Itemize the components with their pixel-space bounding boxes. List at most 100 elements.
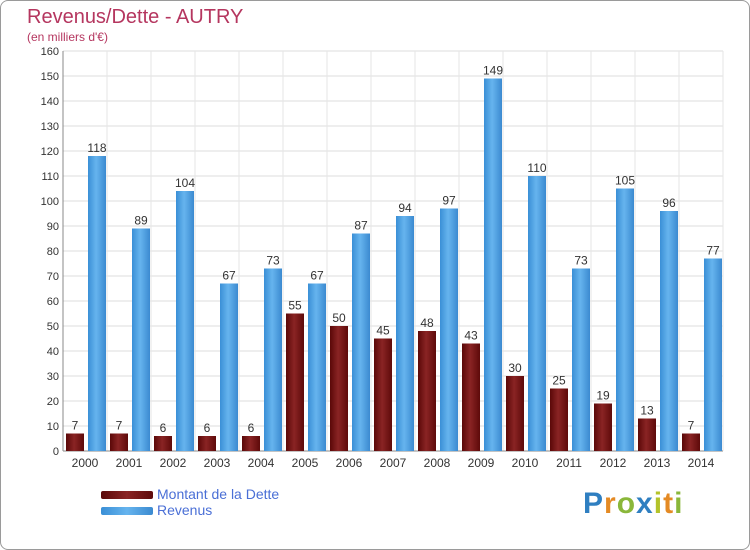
- legend-label-revenue: Revenus: [157, 502, 213, 518]
- data-label-debt: 7: [688, 419, 695, 433]
- data-label-debt: 48: [420, 316, 434, 330]
- y-tick-label: 140: [41, 96, 59, 108]
- logo-letter: o: [616, 487, 637, 520]
- logo-letter: P: [583, 487, 605, 520]
- bar-revenue: [132, 228, 150, 451]
- y-tick-label: 70: [47, 271, 59, 283]
- data-label-debt: 30: [508, 361, 522, 375]
- x-tick-label: 2003: [204, 456, 231, 470]
- data-label-debt: 45: [376, 324, 390, 338]
- y-tick-label: 30: [47, 371, 59, 383]
- data-label-revenue: 118: [87, 141, 106, 155]
- bar-revenue: [88, 156, 106, 451]
- bar-debt: [198, 436, 216, 451]
- x-tick-label: 2007: [380, 456, 407, 470]
- bar-revenue: [220, 283, 238, 451]
- bar-revenue: [572, 268, 590, 451]
- bar-debt: [110, 433, 128, 451]
- y-tick-label: 40: [47, 346, 59, 358]
- legend-label-debt: Montant de la Dette: [157, 486, 280, 502]
- proxiti-logo: Proxiti: [583, 487, 683, 521]
- y-tick-label: 10: [47, 421, 59, 433]
- y-tick-label: 60: [47, 296, 59, 308]
- data-label-debt: 25: [552, 374, 566, 388]
- legend-swatch-revenue: [101, 507, 153, 515]
- data-label-debt: 50: [332, 311, 346, 325]
- data-label-revenue: 67: [222, 269, 236, 283]
- bar-revenue: [352, 233, 370, 451]
- x-tick-label: 2000: [72, 456, 99, 470]
- y-tick-label: 20: [47, 396, 59, 408]
- bar-revenue: [616, 188, 634, 451]
- data-label-revenue: 96: [662, 196, 676, 210]
- bar-debt: [550, 388, 568, 451]
- bar-debt: [154, 436, 172, 451]
- y-tick-label: 130: [41, 121, 59, 133]
- data-label-revenue: 67: [310, 269, 324, 283]
- bar-debt: [506, 376, 524, 451]
- bar-revenue: [308, 283, 326, 451]
- data-label-debt: 55: [288, 299, 302, 313]
- bar-revenue: [440, 208, 458, 451]
- data-label-revenue: 104: [175, 176, 195, 190]
- data-label-debt: 7: [116, 419, 123, 433]
- data-label-revenue: 87: [354, 219, 368, 233]
- y-tick-label: 120: [41, 146, 59, 158]
- data-label-debt: 7: [72, 419, 79, 433]
- y-tick-label: 90: [47, 221, 59, 233]
- data-label-debt: 13: [640, 404, 654, 418]
- data-label-revenue: 97: [442, 194, 456, 208]
- data-label-debt: 6: [204, 421, 211, 435]
- bar-debt: [286, 313, 304, 451]
- data-label-revenue: 110: [527, 161, 546, 175]
- data-label-debt: 6: [248, 421, 255, 435]
- bar-debt: [638, 418, 656, 451]
- bar-debt: [462, 343, 480, 451]
- bar-revenue: [176, 191, 194, 451]
- logo-letter: i: [674, 487, 684, 520]
- x-tick-label: 2012: [600, 456, 627, 470]
- y-tick-label: 50: [47, 321, 59, 333]
- data-label-revenue: 105: [615, 174, 635, 188]
- data-label-debt: 6: [160, 421, 167, 435]
- bar-debt: [418, 331, 436, 451]
- x-tick-label: 2014: [688, 456, 715, 470]
- legend-swatch-debt: [101, 491, 153, 499]
- y-tick-label: 160: [41, 46, 59, 58]
- bar-revenue: [528, 176, 546, 451]
- bar-revenue: [704, 258, 722, 451]
- logo-letter: r: [604, 487, 617, 520]
- x-tick-label: 2006: [336, 456, 363, 470]
- logo-letter: x: [636, 487, 654, 520]
- logo-letter: t: [663, 487, 675, 520]
- x-tick-label: 2005: [292, 456, 319, 470]
- bar-debt: [242, 436, 260, 451]
- x-tick-label: 2004: [248, 456, 275, 470]
- data-label-revenue: 94: [398, 201, 412, 215]
- logo-letter: i: [653, 487, 664, 520]
- bar-debt: [66, 433, 84, 451]
- bar-debt: [374, 338, 392, 451]
- bar-revenue: [660, 211, 678, 451]
- bar-revenue: [484, 78, 502, 451]
- data-label-revenue: 149: [483, 64, 503, 78]
- chart-title: Revenus/Dette - AUTRY: [27, 6, 244, 28]
- bar-revenue: [264, 268, 282, 451]
- y-tick-label: 0: [53, 446, 59, 458]
- data-label-debt: 43: [464, 329, 478, 343]
- bar-debt: [682, 433, 700, 451]
- bar-revenue: [396, 216, 414, 451]
- data-label-revenue: 77: [706, 244, 720, 258]
- bar-debt: [330, 326, 348, 451]
- x-tick-label: 2009: [468, 456, 495, 470]
- data-label-revenue: 73: [574, 254, 588, 268]
- chart-subtitle: (en milliers d'€): [27, 30, 108, 44]
- x-tick-label: 2002: [160, 456, 187, 470]
- x-tick-label: 2010: [512, 456, 539, 470]
- y-tick-label: 110: [41, 171, 59, 183]
- y-tick-label: 80: [47, 246, 59, 258]
- data-label-revenue: 73: [266, 254, 280, 268]
- data-label-debt: 19: [596, 389, 610, 403]
